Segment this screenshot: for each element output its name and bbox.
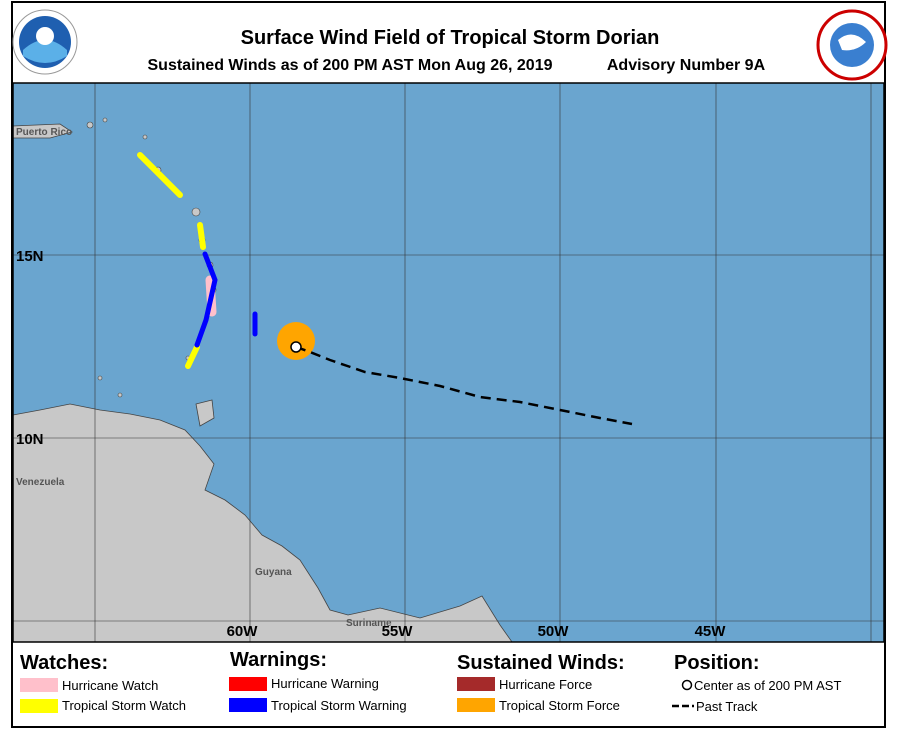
watch-warning-lines bbox=[137, 152, 258, 369]
title: Surface Wind Field of Tropical Storm Dor… bbox=[241, 27, 660, 49]
map: Puerto Rico Venezuela Guyana Suriname 15… bbox=[12, 82, 885, 643]
legend-item: Tropical Storm Force bbox=[499, 698, 620, 713]
place-label: Guyana bbox=[255, 567, 292, 578]
legend-heading: Watches: bbox=[20, 652, 108, 674]
advisory: Advisory Number 9A bbox=[607, 57, 766, 74]
graticule bbox=[13, 83, 884, 642]
place-label: Venezuela bbox=[16, 477, 65, 488]
trinidad bbox=[195, 399, 215, 427]
lon-label: 55W bbox=[382, 623, 414, 640]
place-label: Suriname bbox=[346, 618, 392, 629]
storm-center bbox=[290, 341, 302, 353]
legend-symbol bbox=[681, 679, 693, 691]
legend-heading: Sustained Winds: bbox=[457, 652, 625, 674]
place-label: Puerto Rico bbox=[16, 127, 72, 138]
legend-heading: Warnings: bbox=[230, 649, 327, 671]
legend-swatch bbox=[20, 699, 58, 713]
tropical-storm-wind-field bbox=[277, 322, 315, 360]
legend-item: Hurricane Force bbox=[499, 677, 592, 692]
lon-label: 45W bbox=[695, 623, 727, 640]
legend-swatch bbox=[20, 678, 58, 692]
lon-label: 50W bbox=[538, 623, 570, 640]
lat-label: 10N bbox=[16, 431, 44, 448]
legend-swatch bbox=[229, 677, 267, 691]
lat-label: 15N bbox=[16, 248, 44, 265]
legend-item: Hurricane Warning bbox=[271, 676, 379, 691]
legend-swatch bbox=[229, 698, 267, 712]
legend-item: Tropical Storm Watch bbox=[62, 698, 186, 713]
legend-item: Center as of 200 PM AST bbox=[694, 678, 841, 693]
noaa-logo bbox=[12, 9, 78, 75]
nws-logo bbox=[816, 9, 888, 81]
legend: Watches: Hurricane Watch Tropical Storm … bbox=[20, 649, 841, 714]
legend-swatch bbox=[457, 677, 495, 691]
past-track bbox=[295, 345, 633, 426]
legend-item: Tropical Storm Warning bbox=[271, 698, 407, 713]
legend-item: Past Track bbox=[696, 699, 758, 714]
legend-swatch bbox=[457, 698, 495, 712]
subtitle: Sustained Winds as of 200 PM AST Mon Aug… bbox=[148, 57, 553, 74]
legend-heading: Position: bbox=[674, 652, 760, 674]
legend-item: Hurricane Watch bbox=[62, 678, 158, 693]
lon-label: 60W bbox=[227, 623, 259, 640]
south-america bbox=[12, 403, 513, 643]
